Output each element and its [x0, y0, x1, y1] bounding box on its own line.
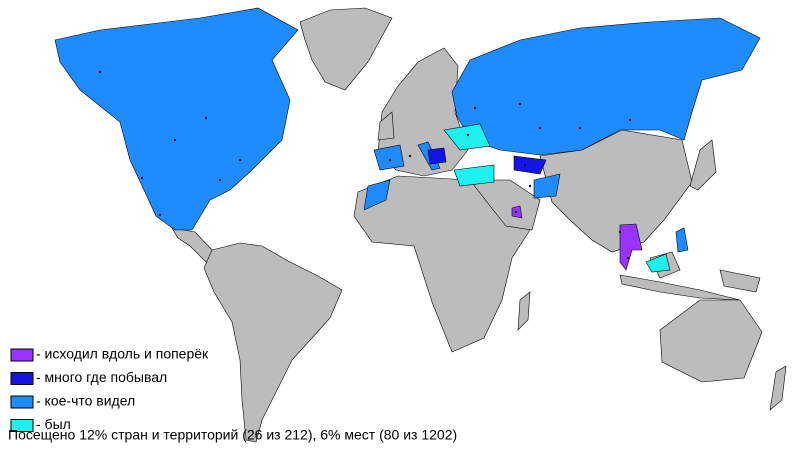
uk	[377, 111, 395, 141]
legend-swatch	[10, 419, 34, 432]
new-zealand	[769, 365, 787, 411]
legend-label: - много где побывал	[36, 369, 167, 385]
city-dot	[514, 210, 518, 214]
south-america	[203, 242, 343, 443]
city-dot	[466, 133, 470, 137]
city-dot	[618, 230, 622, 234]
legend-swatch	[10, 348, 34, 362]
city-dot	[388, 158, 392, 162]
legend: - исходил вдоль и поперёк - много где поб…	[10, 346, 209, 432]
iberia	[373, 144, 405, 171]
greenland	[299, 7, 393, 91]
malaysia	[645, 253, 671, 273]
city-dot	[140, 176, 144, 180]
city-dot	[204, 116, 208, 120]
city-dot	[473, 106, 477, 110]
middle-east	[469, 179, 541, 231]
city-dot	[528, 184, 532, 188]
summary: Посещено 12% стран и территорий (26 из 2…	[8, 427, 457, 443]
city-dot	[538, 126, 542, 130]
legend-label: - кое-что видел	[36, 393, 135, 409]
city-dot	[518, 102, 522, 106]
city-dot	[238, 158, 242, 162]
afghanistan	[533, 173, 561, 199]
visited-regions	[54, 7, 761, 273]
indonesia	[619, 274, 741, 301]
south-asia	[539, 129, 693, 253]
new-guinea	[719, 269, 761, 293]
madagascar	[517, 291, 531, 331]
city-dot	[628, 118, 632, 122]
uzbekistan	[513, 155, 547, 175]
city-dot	[158, 213, 162, 217]
cities	[98, 70, 632, 260]
russia	[451, 17, 761, 156]
legend-label: - исходил вдоль и поперёк	[36, 346, 209, 362]
turkey	[453, 164, 495, 187]
japan	[689, 139, 717, 191]
australia	[659, 299, 763, 383]
city-dot	[98, 70, 102, 74]
thailand	[619, 223, 643, 271]
city-dot	[173, 138, 177, 142]
city-dot	[523, 163, 527, 167]
legend-swatch	[10, 395, 34, 409]
philippines	[675, 227, 689, 253]
city-dot	[408, 154, 412, 158]
morocco	[363, 179, 391, 211]
base-land	[171, 7, 787, 443]
north-america	[54, 7, 299, 231]
legend-label: - был	[36, 416, 71, 432]
city-dot	[218, 178, 222, 182]
ukraine	[443, 123, 491, 151]
balkans	[427, 147, 447, 165]
city-dot	[578, 126, 582, 130]
legend-swatch	[10, 372, 34, 385]
city-dot	[626, 256, 630, 260]
